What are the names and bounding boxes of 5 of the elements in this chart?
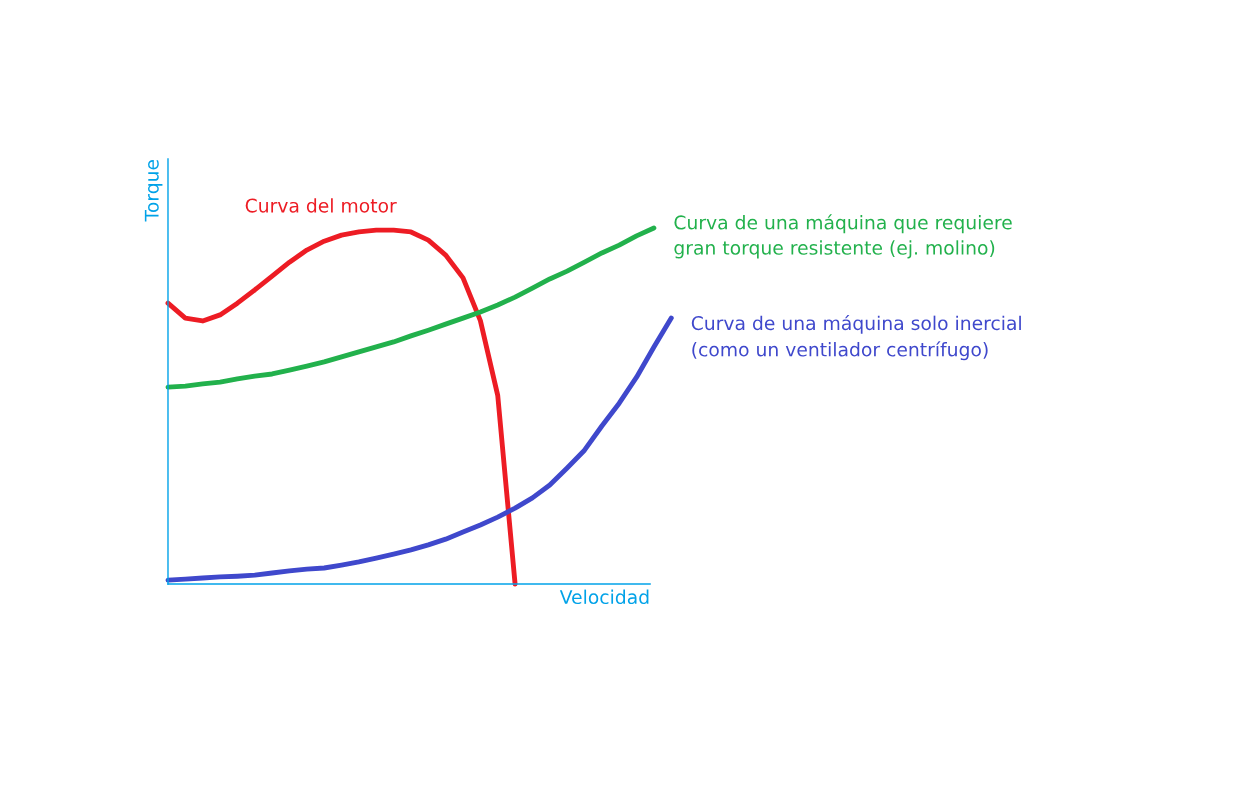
series-label: Curva del motor <box>245 198 397 213</box>
series-label: Curva de una máquina que requiere gran torque resistente (ej. molino) <box>674 214 1012 259</box>
x-axis-title: Velocidad <box>559 589 649 605</box>
y-axis-title: Torque <box>144 159 163 222</box>
series-label: Curva de una máquina solo inercial (como un ventilador centrífugo) <box>691 314 1021 361</box>
